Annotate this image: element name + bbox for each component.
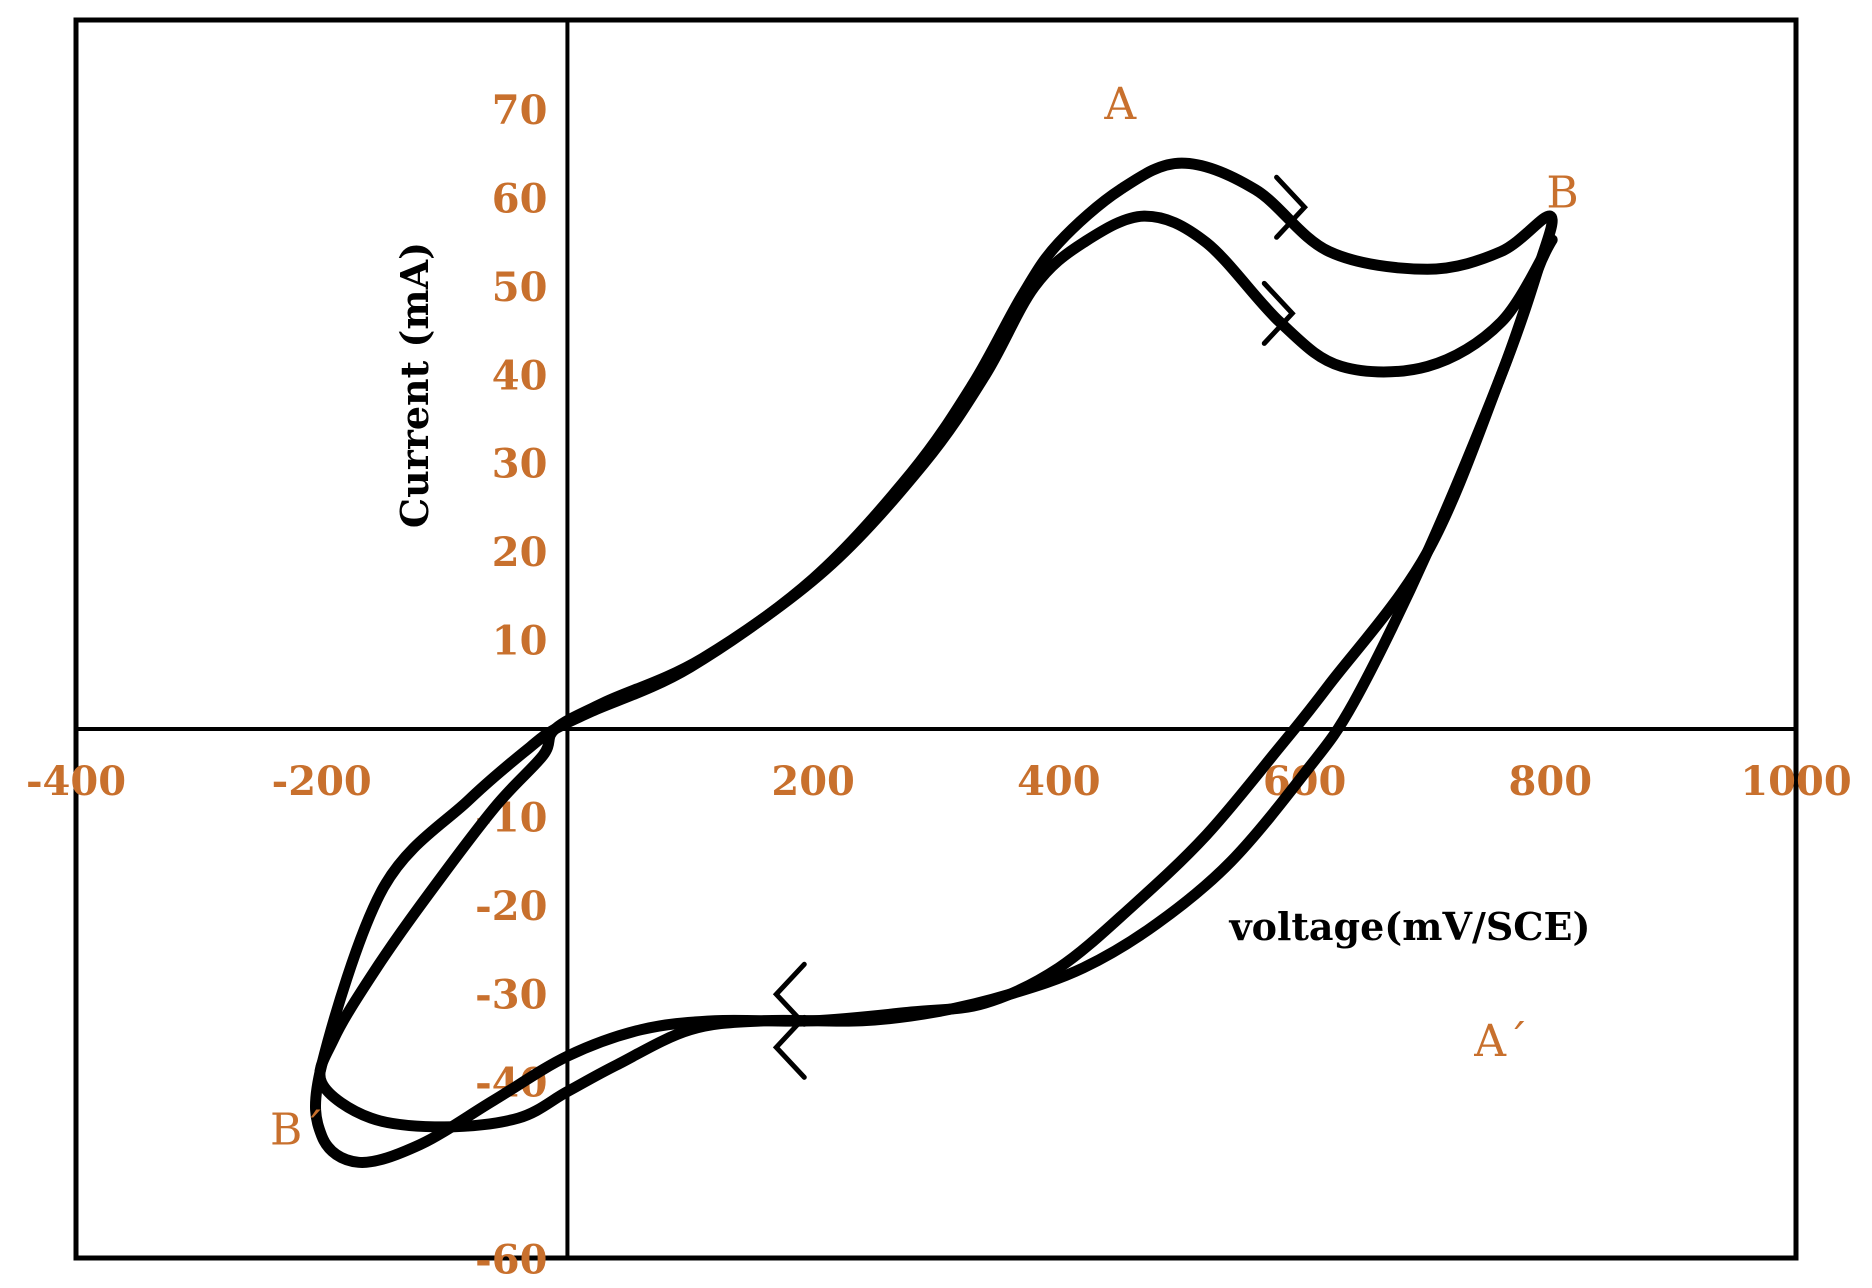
y-tick-label: 70	[492, 87, 548, 134]
direction-arrow	[772, 1014, 807, 1080]
x-axis-title: voltage(mV/SCE)	[1229, 904, 1591, 949]
peak-annotations: A B A´ B´	[270, 79, 1579, 1156]
x-tick-label: -200	[272, 758, 372, 805]
annotation-label: B´	[270, 1105, 324, 1156]
x-tick-label: 200	[771, 758, 855, 805]
y-tick-label: -30	[475, 971, 547, 1018]
direction-arrow	[1274, 174, 1308, 240]
y-tick-label: 50	[492, 264, 548, 311]
y-axis-title: Current (mA)	[392, 242, 437, 528]
x-tick-label: -400	[26, 758, 126, 805]
x-tick-label: 800	[1509, 758, 1593, 805]
annotation-label: B	[1546, 167, 1578, 218]
cv-curve-1	[309, 157, 1558, 1168]
direction-arrows	[772, 174, 1308, 1080]
annotation-label: A	[1103, 79, 1137, 130]
plot-frame	[73, 17, 1799, 1261]
y-tick-label: 20	[492, 529, 548, 576]
y-tick-label: 30	[492, 441, 548, 488]
cv-curve-2	[314, 210, 1558, 1133]
annotation-label: A´	[1473, 1016, 1528, 1067]
y-tick-label: -20	[475, 883, 547, 930]
y-tick-label: 60	[492, 175, 548, 222]
direction-arrow	[1261, 280, 1296, 346]
x-tick-labels: -400 -200 200 400 600 800 1000	[26, 758, 1852, 805]
y-tick-label: 40	[492, 352, 548, 399]
y-tick-label: -60	[475, 1237, 547, 1284]
direction-arrow	[772, 961, 807, 1027]
x-tick-label: 400	[1017, 758, 1101, 805]
y-tick-label: 10	[492, 618, 548, 665]
series-curves	[309, 157, 1558, 1168]
x-tick-label: 1000	[1740, 758, 1851, 805]
